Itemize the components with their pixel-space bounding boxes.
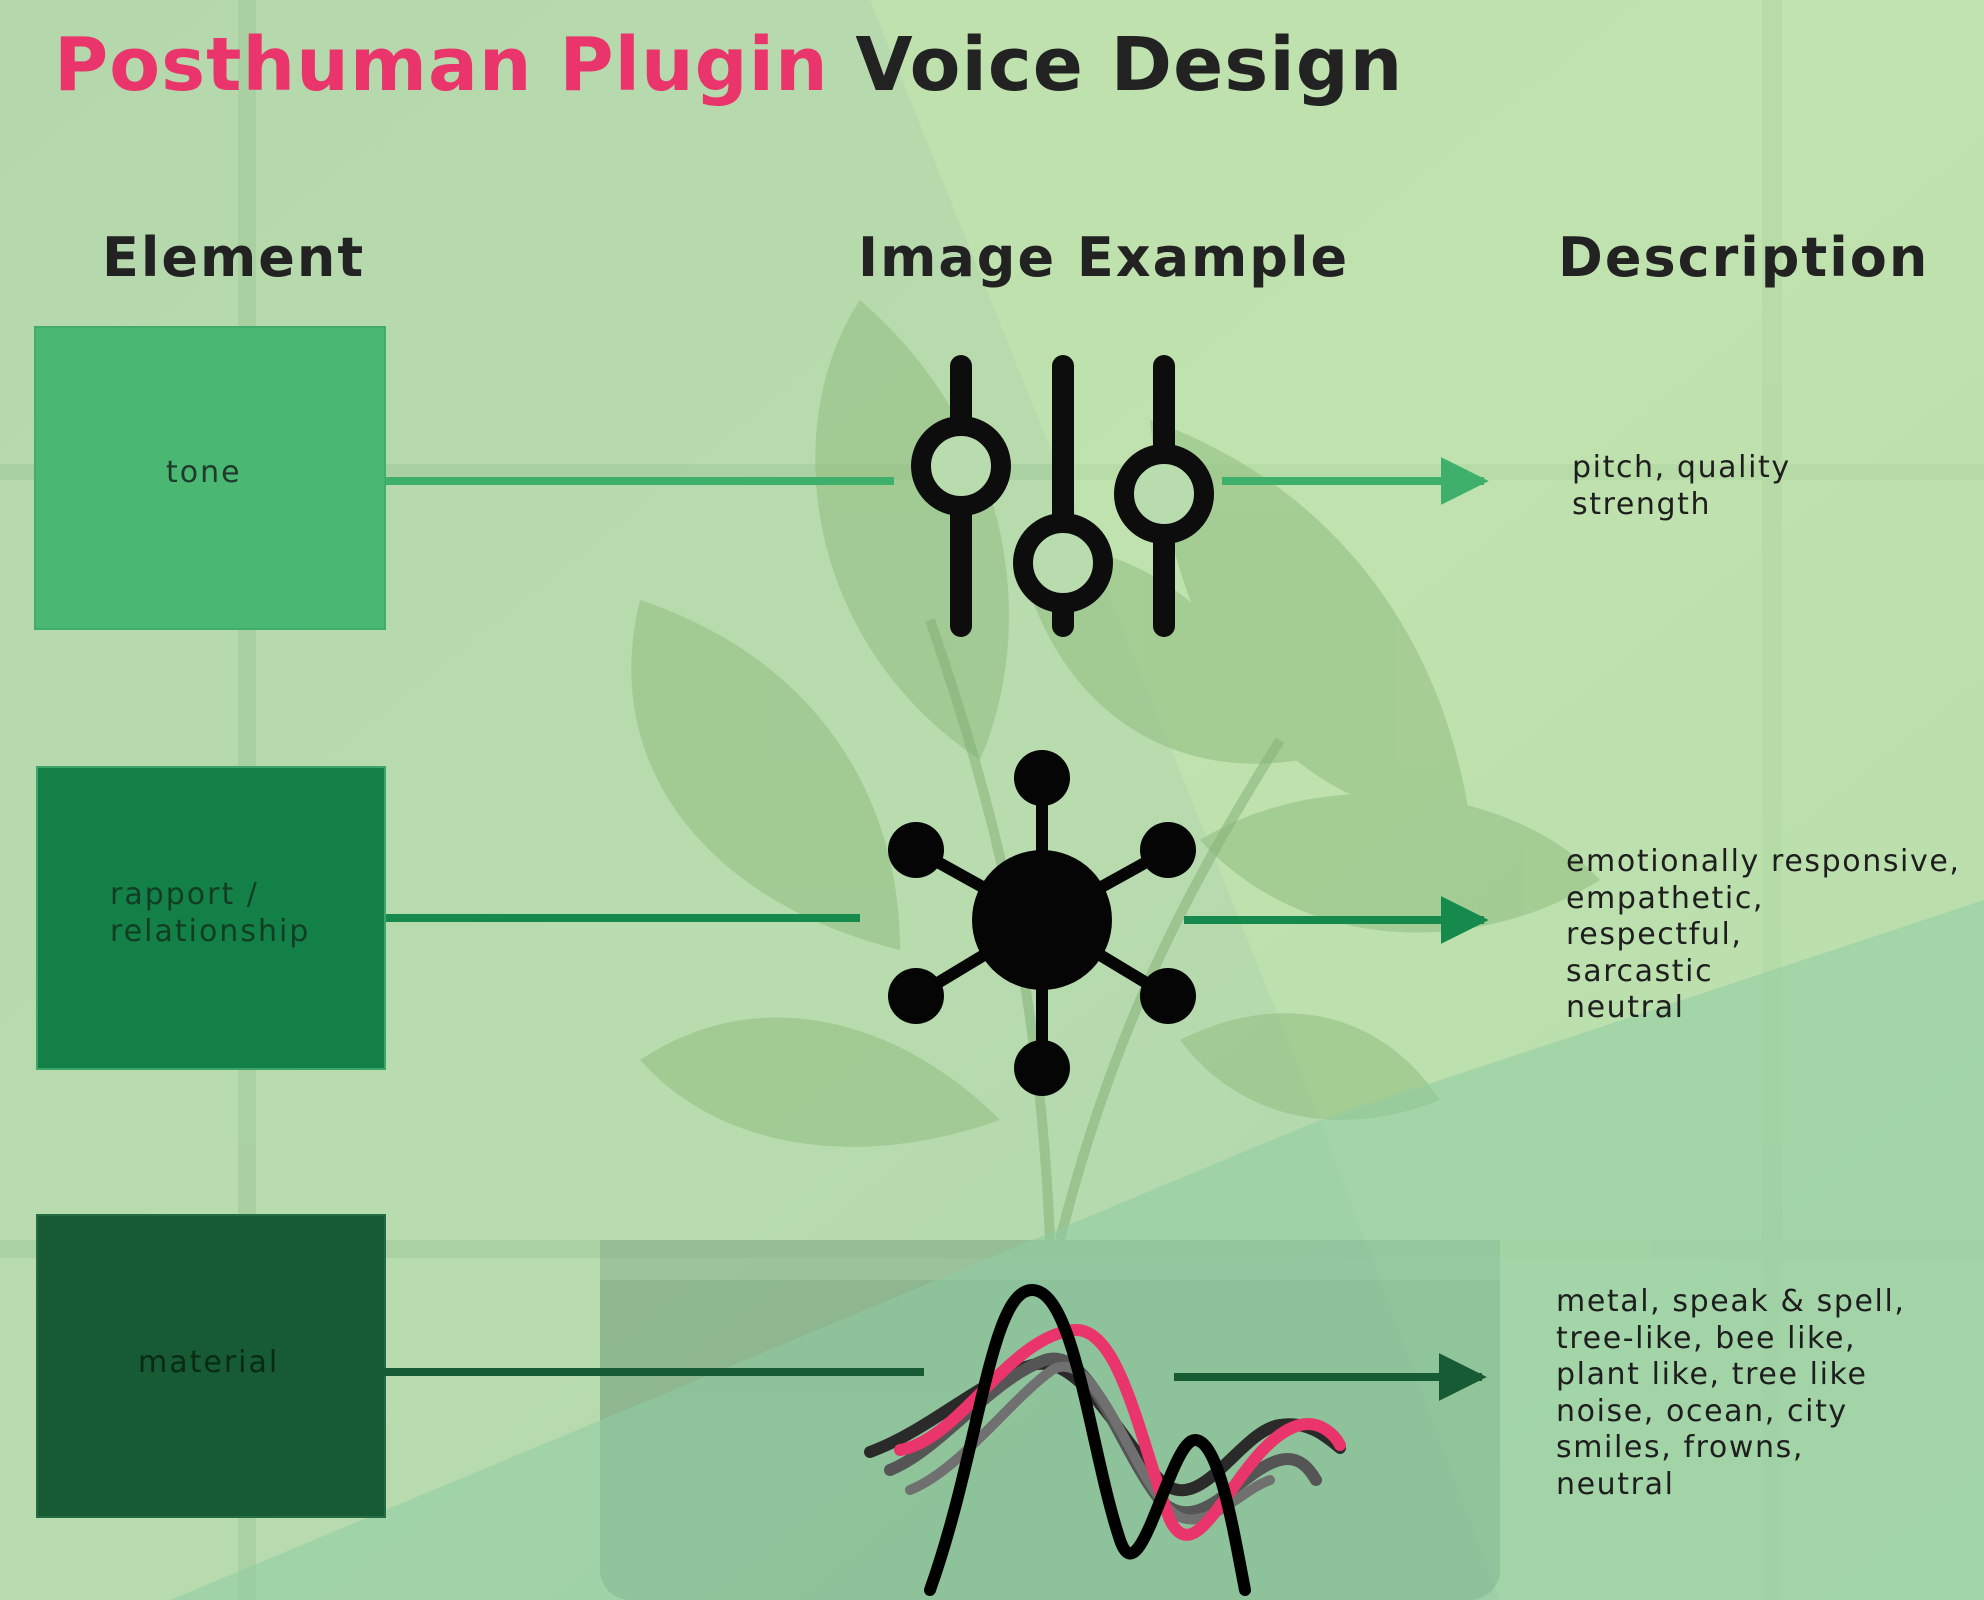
title-topic: Voice Design: [855, 22, 1404, 108]
description-line: tree-like, bee like,: [1556, 1320, 1857, 1356]
description-rapport: emotionally responsive, empathetic, resp…: [1566, 844, 1961, 1027]
description-line: emotionally responsive,: [1566, 844, 1961, 879]
title-brand: Posthuman Plugin: [54, 22, 829, 108]
description-line: sarcastic: [1566, 953, 1714, 989]
description-line: neutral: [1556, 1466, 1675, 1502]
description-line: empathetic,: [1566, 880, 1765, 916]
page-title: Posthuman Plugin Voice Design: [54, 22, 1403, 108]
description-line: plant like, tree like: [1556, 1357, 1868, 1392]
description-material: metal, speak & spell, tree-like, bee lik…: [1556, 1284, 1906, 1503]
description-line: noise, ocean, city: [1556, 1393, 1848, 1429]
element-label-tone: tone: [166, 455, 242, 490]
element-label-rapport: rapport / relationship: [110, 876, 310, 950]
equalizer-sliders-icon: [911, 355, 1214, 637]
column-heading-description: Description: [1558, 226, 1930, 289]
element-label-line: rapport /: [110, 877, 259, 912]
description-line: neutral: [1566, 990, 1685, 1025]
description-line: respectful,: [1566, 917, 1743, 952]
element-box-rapport: [36, 766, 386, 1070]
column-heading-element: Element: [102, 226, 366, 289]
description-line: smiles, frowns,: [1556, 1430, 1804, 1465]
description-tone: pitch, quality strength: [1572, 450, 1791, 523]
element-box-material: [36, 1214, 386, 1518]
triangle-overlay: [170, 900, 1984, 1600]
element-label-line: relationship: [110, 914, 311, 949]
description-line: metal, speak & spell,: [1556, 1284, 1906, 1319]
element-label-material: material: [138, 1345, 280, 1380]
description-line: pitch, quality: [1572, 450, 1791, 485]
element-box-tone: [34, 326, 386, 630]
plant-leaves: [631, 300, 1600, 1147]
column-heading-image-example: Image Example: [858, 226, 1350, 289]
network-hub-icon: [888, 750, 1196, 1096]
sound-wave-icon: [864, 1284, 1346, 1596]
description-line: strength: [1572, 486, 1712, 522]
